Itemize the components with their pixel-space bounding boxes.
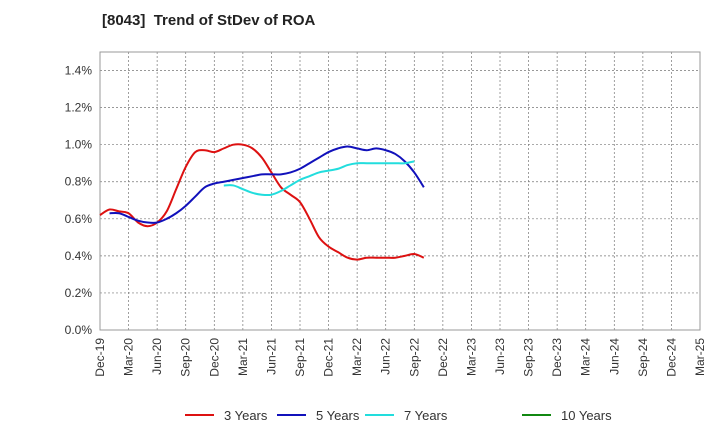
legend-label: 3 Years xyxy=(224,408,268,423)
x-tick-label: Jun-21 xyxy=(264,338,278,375)
y-tick-label: 1.0% xyxy=(65,138,93,152)
x-tick-label: Mar-21 xyxy=(236,338,250,376)
x-tick-label: Dec-22 xyxy=(436,338,450,377)
y-tick-label: 0.2% xyxy=(65,286,93,300)
x-tick-label: Mar-20 xyxy=(122,338,136,376)
x-tick-label: Sep-24 xyxy=(636,338,650,377)
x-tick-label: Mar-23 xyxy=(464,338,478,376)
legend: 3 Years 5 Years 7 Years 10 Years xyxy=(185,408,612,423)
x-tick-label: Jun-23 xyxy=(493,338,507,375)
series-lines xyxy=(99,143,425,261)
x-tick-label: Sep-23 xyxy=(522,338,536,377)
grid-lines xyxy=(99,52,701,331)
y-tick-label: 1.2% xyxy=(65,101,93,115)
y-axis-ticks: 0.0% 0.2% 0.4% 0.6% 0.8% 1.0% 1.2% 1.4% xyxy=(65,64,93,337)
x-axis-ticks: Dec-19 Mar-20 Jun-20 Sep-20 Dec-20 Mar-21 Jun-… xyxy=(93,338,707,377)
y-tick-label: 0.0% xyxy=(65,323,93,337)
series-line-3-years xyxy=(99,143,425,261)
x-tick-label: Dec-24 xyxy=(664,338,678,377)
y-tick-label: 0.6% xyxy=(65,212,93,226)
x-tick-label: Mar-25 xyxy=(693,338,707,376)
chart-title: [8043] Trend of StDev of ROA xyxy=(102,12,316,29)
y-tick-label: 1.4% xyxy=(65,64,93,78)
x-tick-label: Jun-20 xyxy=(150,338,164,375)
plot-frame xyxy=(99,51,701,331)
x-tick-label: Mar-24 xyxy=(579,338,593,376)
x-tick-label: Mar-22 xyxy=(350,338,364,376)
legend-label: 7 Years xyxy=(404,408,448,423)
series-line-7-years xyxy=(223,160,415,197)
x-tick-label: Dec-19 xyxy=(93,338,107,377)
y-tick-label: 0.8% xyxy=(65,175,93,189)
x-tick-label: Dec-23 xyxy=(550,338,564,377)
y-tick-label: 0.4% xyxy=(65,249,93,263)
x-tick-label: Sep-20 xyxy=(179,338,193,377)
x-tick-label: Jun-24 xyxy=(607,338,621,375)
x-tick-label: Jun-22 xyxy=(379,338,393,375)
legend-label: 10 Years xyxy=(561,408,612,423)
x-tick-label: Sep-22 xyxy=(407,338,421,377)
x-tick-label: Dec-21 xyxy=(322,338,336,377)
series-line-5-years xyxy=(109,145,425,224)
x-tick-label: Sep-21 xyxy=(293,338,307,377)
legend-label: 5 Years xyxy=(316,408,360,423)
x-tick-label: Dec-20 xyxy=(207,338,221,377)
